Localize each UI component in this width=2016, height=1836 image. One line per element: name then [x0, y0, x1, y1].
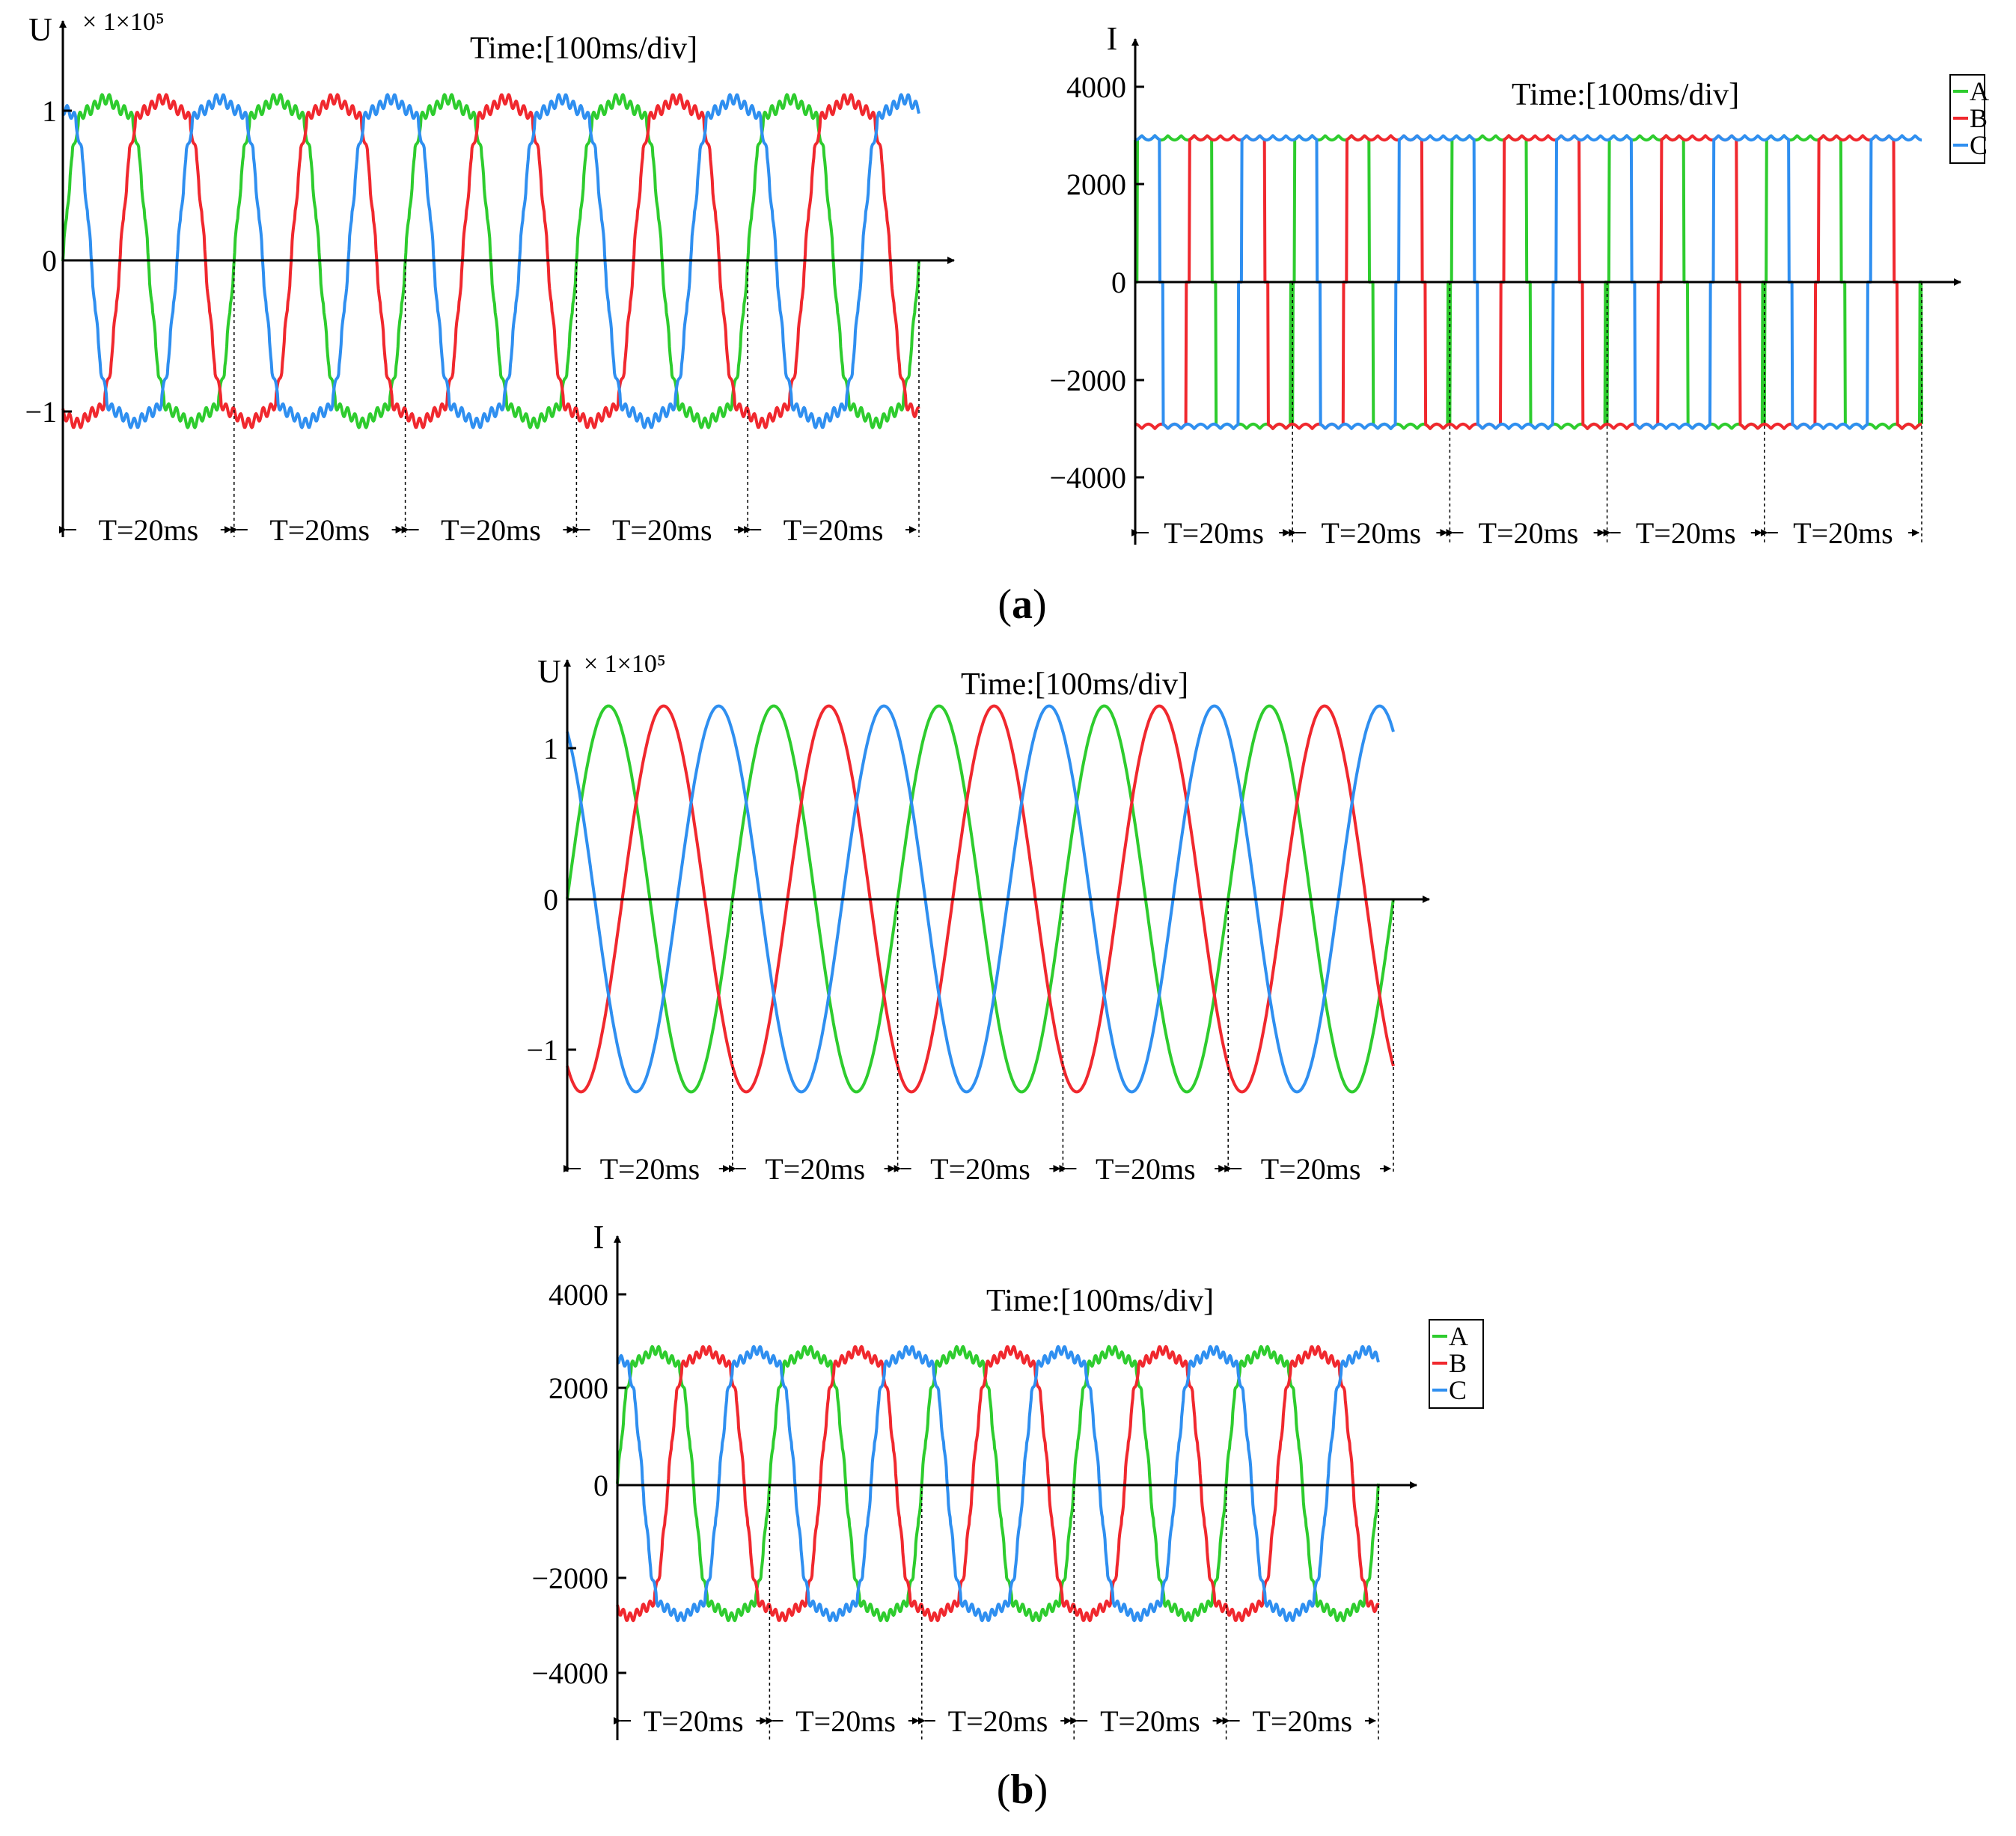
y-tick-label: 2000	[549, 1371, 608, 1405]
legend-label-A: A	[1970, 76, 1989, 106]
y-multiplier: × 1×10⁵	[82, 8, 165, 36]
period-label: T=20ms	[1479, 516, 1579, 550]
y-tick-label: −1	[526, 1033, 558, 1067]
time-division-label: Time:[100ms/div]	[961, 667, 1188, 702]
period-label-bg	[745, 1154, 885, 1184]
period-label-bg	[1076, 1154, 1215, 1184]
period-label-bg	[1777, 518, 1908, 548]
period-label: T=20ms	[1636, 516, 1736, 550]
period-label-bg	[935, 1706, 1061, 1736]
period-label: T=20ms	[765, 1152, 865, 1186]
period-label: T=20ms	[1261, 1152, 1361, 1186]
time-division-label: Time:[100ms/div]	[470, 31, 697, 66]
period-label-bg	[1239, 1706, 1365, 1736]
period-label-bg	[581, 1154, 719, 1184]
legend-label-A: A	[1449, 1321, 1468, 1351]
y-tick-label: −4000	[1049, 461, 1126, 495]
period-label-bg	[1241, 1154, 1380, 1184]
panel-label-b: (b)	[997, 1766, 1048, 1813]
y-tick-label: 0	[543, 883, 558, 917]
period-label-bg	[590, 515, 735, 545]
period-label: T=20ms	[948, 1704, 1048, 1738]
period-label-bg	[1306, 518, 1437, 548]
series-A-line	[616, 1344, 1380, 1623]
period-label-bg	[1620, 518, 1751, 548]
period-label-bg	[76, 515, 221, 545]
period-label-bg	[911, 1154, 1050, 1184]
panel-label-a: (a)	[998, 581, 1046, 628]
chart-a-voltage: 1 0 −1 U × 1×10⁵ Time:[100ms/div] T=20ms T=20ms…	[25, 8, 955, 547]
period-label-bg	[761, 515, 905, 545]
period-label: T=20ms	[795, 1704, 896, 1738]
legend-label-B: B	[1449, 1348, 1467, 1378]
period-label-bg	[783, 1706, 908, 1736]
period-label: T=20ms	[784, 513, 884, 547]
period-label: T=20ms	[1321, 516, 1421, 550]
y-tick-label: 2000	[1066, 168, 1126, 201]
series-C-line	[616, 1344, 1380, 1623]
y-tick-label: −1	[25, 395, 57, 429]
y-axis-name: U	[537, 653, 561, 690]
period-label: T=20ms	[1252, 1704, 1352, 1738]
period-label: T=20ms	[930, 1152, 1030, 1186]
y-tick-label: 1	[42, 94, 57, 128]
time-division-label: Time:[100ms/div]	[986, 1284, 1214, 1318]
y-tick-label: 0	[1111, 266, 1126, 299]
period-label: T=20ms	[1793, 516, 1893, 550]
y-tick-label: 1	[543, 732, 558, 765]
period-label: T=20ms	[600, 1152, 700, 1186]
period-label: T=20ms	[612, 513, 712, 547]
y-tick-label: −2000	[531, 1561, 608, 1595]
legend-label-C: C	[1449, 1375, 1467, 1405]
time-division-label: Time:[100ms/div]	[1512, 78, 1739, 112]
legend-label-C: C	[1970, 130, 1988, 160]
period-label-bg	[631, 1706, 757, 1736]
period-label-bg	[418, 515, 563, 545]
y-tick-label: 0	[593, 1469, 608, 1502]
period-label: T=20ms	[1100, 1704, 1200, 1738]
y-axis-name: I	[1107, 20, 1118, 57]
y-axis-name: U	[28, 11, 52, 48]
period-label-bg	[247, 515, 392, 545]
y-tick-label: −2000	[1049, 364, 1126, 397]
period-label: T=20ms	[99, 513, 199, 547]
chart-b-voltage: 1 0 −1 U × 1×10⁵ Time:[100ms/div] T=20ms T=20ms…	[526, 650, 1430, 1186]
period-label-bg	[1463, 518, 1594, 548]
legend-label-B: B	[1970, 103, 1988, 133]
period-label: T=20ms	[441, 513, 541, 547]
series-B-line	[616, 1344, 1380, 1623]
y-tick-label: −4000	[531, 1656, 608, 1690]
y-tick-label: 0	[42, 244, 57, 278]
y-tick-label: 4000	[1066, 70, 1126, 104]
chart-a-current: 4000 2000 0 −2000 −4000 I Time:[100ms/div] T=20…	[1049, 20, 1989, 550]
period-label-bg	[1087, 1706, 1213, 1736]
period-label: T=20ms	[644, 1704, 744, 1738]
y-tick-label: 4000	[549, 1278, 608, 1312]
period-label-bg	[1149, 518, 1280, 548]
y-multiplier: × 1×10⁵	[584, 650, 666, 678]
period-label: T=20ms	[1164, 516, 1264, 550]
y-axis-name: I	[593, 1219, 605, 1255]
period-label: T=20ms	[1096, 1152, 1196, 1186]
chart-b-current: 4000 2000 0 −2000 −4000 I Time:[100ms/div] T=20…	[531, 1219, 1484, 1740]
period-label: T=20ms	[269, 513, 370, 547]
